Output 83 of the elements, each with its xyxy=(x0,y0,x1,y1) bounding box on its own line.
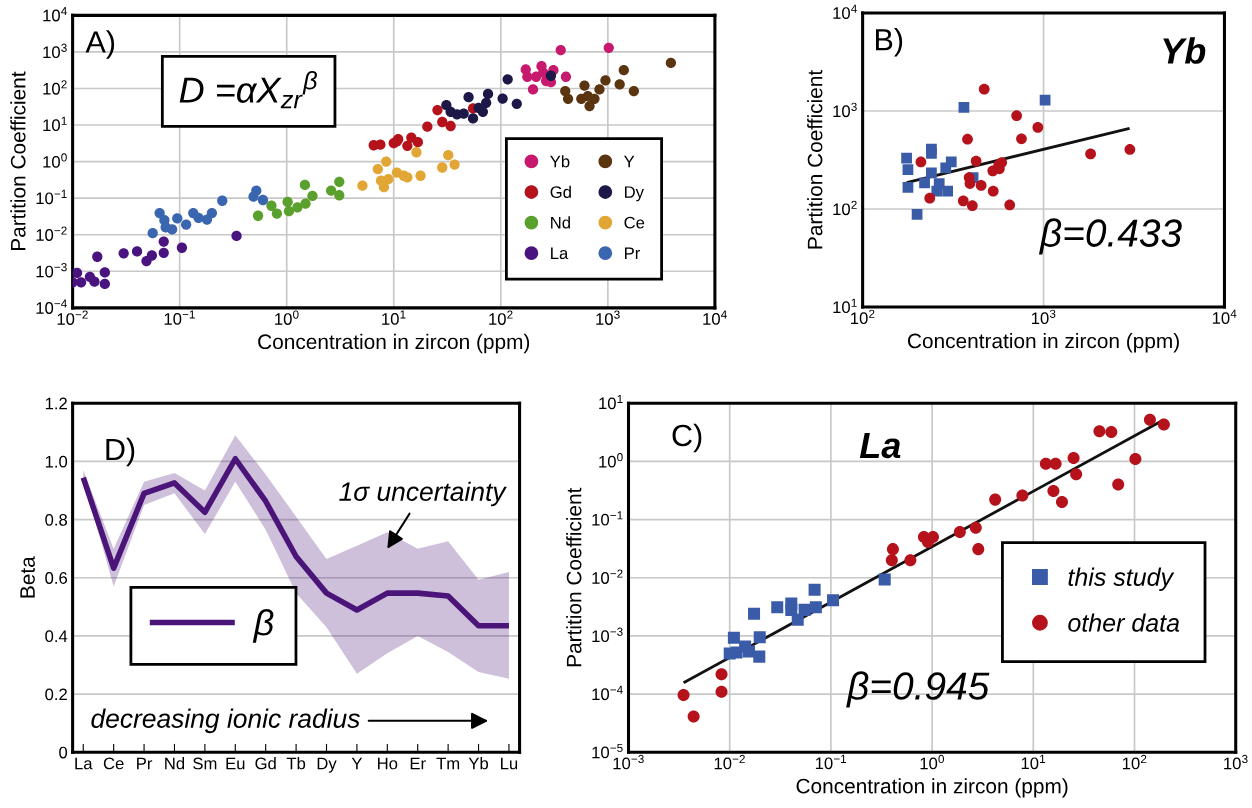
legend-label: β xyxy=(252,609,274,643)
y-axis-title: Partition Coefficient xyxy=(10,71,26,251)
x-tick-label: 10$^{2}$ xyxy=(489,310,513,325)
x-tick-label: Tm xyxy=(436,757,460,770)
annotation: D) xyxy=(106,437,135,467)
x-tick-label: 10$^{−2}$ xyxy=(714,754,745,770)
y-tick-label: 10$^{4}$ xyxy=(43,7,67,22)
y-tick-label: 10$^{0}$ xyxy=(599,453,623,468)
legend-label: Yb xyxy=(550,155,570,168)
x-tick-label: 10$^{−1}$ xyxy=(815,754,847,770)
x-tick-label: 10$^{2}$ xyxy=(851,309,875,325)
annotation: 1σ uncertainty xyxy=(339,481,507,507)
legend-label: other data xyxy=(1068,613,1180,632)
legend-label: Ce xyxy=(624,216,645,229)
annotation: β=0.945 xyxy=(846,671,990,708)
x-tick-label: Ho xyxy=(378,757,398,770)
x-axis-title: Concentration in zircon (ppm) xyxy=(907,332,1179,353)
x-tick-label: 10$^{3}$ xyxy=(1031,309,1056,325)
y-tick-label: 10$^{4}$ xyxy=(833,4,857,19)
x-tick-label: 10$^{0}$ xyxy=(920,754,945,770)
y-tick-label: 10$^{−3}$ xyxy=(36,262,67,278)
y-tick-label: 0 xyxy=(59,746,68,759)
annotation: D =αX$_{zr}$$^{β}$ xyxy=(179,70,317,109)
x-tick-label: 10$^{3}$ xyxy=(1224,754,1248,770)
y-tick-label: 0.8 xyxy=(45,513,68,526)
y-tick-label: 10$^{3}$ xyxy=(43,43,67,59)
x-tick-label: Lu xyxy=(501,757,518,770)
x-tick-label: 10$^{2}$ xyxy=(1122,754,1147,770)
x-tick-label: Tb xyxy=(286,757,306,770)
y-tick-label: 10$^{1}$ xyxy=(43,116,67,132)
y-axis-title: Partition Coefficient xyxy=(566,487,582,667)
legend-label: Y xyxy=(624,155,635,168)
legend-label: Dy xyxy=(625,186,644,202)
y-axis-title: Beta xyxy=(20,556,35,598)
y-tick-label: 1.0 xyxy=(45,455,68,468)
annotation: β=0.433 xyxy=(1038,218,1182,255)
x-tick-label: Er xyxy=(410,757,426,770)
y-tick-label: 0.4 xyxy=(45,630,68,643)
y-tick-label: 10$^{−1}$ xyxy=(592,511,623,526)
y-tick-label: 10$^{−2}$ xyxy=(592,569,623,584)
annotation: Yb xyxy=(1163,37,1206,64)
y-tick-label: 10$^{1}$ xyxy=(599,394,623,410)
x-tick-label: Pr xyxy=(137,757,153,770)
x-tick-label: 10$^{4}$ xyxy=(703,310,727,325)
x-tick-label: Nd xyxy=(165,757,185,770)
legend-label: this study xyxy=(1068,567,1175,591)
y-tick-label: 0.6 xyxy=(45,572,68,584)
x-tick-label: 10$^{−1}$ xyxy=(164,310,195,325)
annotation: A) xyxy=(85,30,115,59)
legend-label: La xyxy=(551,247,569,260)
x-tick-label: Eu xyxy=(226,757,245,770)
x-tick-label: Ce xyxy=(103,757,124,770)
y-tick-label: 10$^{−2}$ xyxy=(36,226,67,241)
y-tick-label: 10$^{0}$ xyxy=(43,153,67,168)
x-tick-label: 10$^{1}$ xyxy=(382,310,406,325)
y-tick-label: 10$^{2}$ xyxy=(43,80,67,95)
x-tick-label: 10$^{1}$ xyxy=(1021,754,1046,770)
annotation: B) xyxy=(875,28,903,57)
x-tick-label: La xyxy=(75,757,93,770)
y-tick-label: 10$^{−4}$ xyxy=(592,685,623,701)
y-tick-label: 0.2 xyxy=(45,688,67,701)
annotation: C) xyxy=(672,423,702,453)
x-axis-title: Concentration in zircon (ppm) xyxy=(258,333,530,354)
y-tick-label: 10$^{−3}$ xyxy=(592,627,623,643)
x-tick-label: 10$^{0}$ xyxy=(275,310,299,325)
legend-label: Pr xyxy=(625,247,641,259)
x-axis-title: Concentration in zircon (ppm) xyxy=(796,778,1068,798)
x-tick-label: Yb xyxy=(468,757,489,770)
y-tick-label: 10$^{−1}$ xyxy=(36,189,67,205)
y-tick-label: 10$^{2}$ xyxy=(833,200,857,216)
y-axis-title: Partition Coefficient xyxy=(807,69,823,249)
annotation: decreasing ionic radius xyxy=(91,708,360,734)
x-tick-label: Y xyxy=(351,757,363,770)
x-tick-label: 10$^{−3}$ xyxy=(613,754,644,770)
x-tick-label: Gd xyxy=(255,757,276,770)
y-tick-label: 1.2 xyxy=(45,397,67,410)
legend-label: Nd xyxy=(551,216,570,229)
x-tick-label: 10$^{4}$ xyxy=(1212,309,1237,324)
annotation: La xyxy=(859,433,901,459)
x-tick-label: Dy xyxy=(317,757,337,773)
legend-label: Gd xyxy=(550,185,571,199)
y-tick-label: 10$^{3}$ xyxy=(833,102,857,118)
x-tick-label: Sm xyxy=(193,757,217,770)
